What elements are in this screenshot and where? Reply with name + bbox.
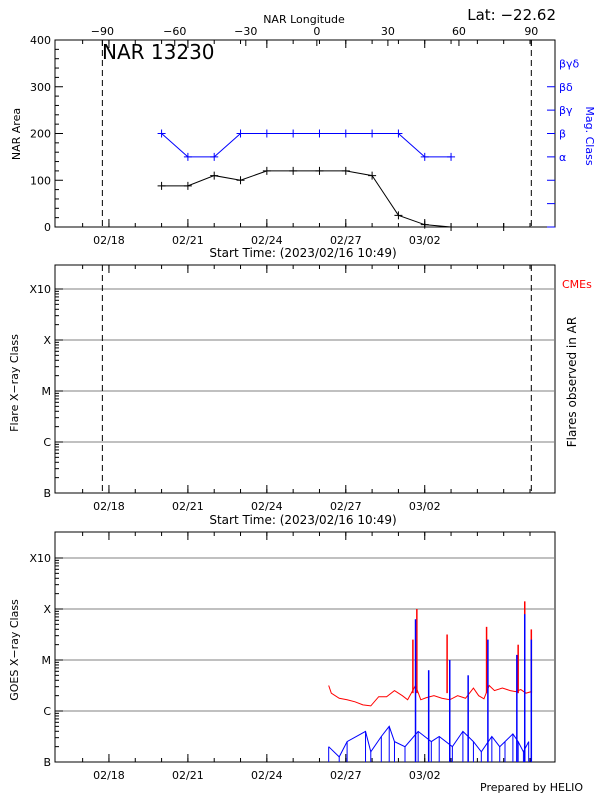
nar-area-data-point [210, 171, 219, 180]
mag-class-data-point [236, 129, 245, 138]
mag-class-data-point [210, 152, 219, 161]
cme-label: CMEs [562, 278, 592, 291]
mag-class-tick-label: β [559, 128, 566, 141]
mag-class-data-point [157, 129, 166, 138]
flare-class-y-tick-label: M [42, 385, 52, 398]
goes-class-y-tick-label: M [42, 654, 52, 667]
flares-observed-ylabel: Flares observed in AR [565, 317, 579, 447]
nar-area-y-tick-label: 300 [30, 81, 51, 94]
panel2-xlabel: Start Time: (2023/02/16 10:49) [209, 513, 396, 527]
nar-area-data-point [368, 171, 377, 180]
longitude-tick-label: −30 [234, 25, 257, 38]
nar-area-y-tick-label: 100 [30, 174, 51, 187]
longitude-tick-label: 0 [313, 25, 320, 38]
panel2-x-tick-label: 02/24 [251, 500, 283, 513]
mag-class-data-point [183, 152, 192, 161]
footer-credit: Prepared by HELIO [480, 781, 583, 794]
nar-area-series-line [161, 170, 452, 228]
nar-area-data-point [315, 166, 324, 175]
mag-class-tick-label: βδ [559, 81, 573, 94]
mag-class-data-point [420, 152, 429, 161]
nar-area-data-point [262, 166, 271, 175]
goes-class-y-tick-label: C [43, 705, 51, 718]
panel1-xlabel: Start Time: (2023/02/16 10:49) [209, 246, 396, 260]
mag-class-ylabel: Mag. Class [583, 106, 596, 165]
mag-class-data-point [315, 129, 324, 138]
panel2-x-tick-label: 02/18 [93, 500, 125, 513]
panel1-x-tick-label: 02/27 [330, 234, 362, 247]
longitude-tick-label: 60 [452, 25, 466, 38]
panel2-x-tick-label: 02/27 [330, 500, 362, 513]
nar-area-y-tick-label: 200 [30, 128, 51, 141]
nar-area-data-point [183, 181, 192, 190]
panel1-x-tick-label: 03/02 [409, 234, 441, 247]
mag-class-data-point [341, 129, 350, 138]
nar-area-data-point [394, 211, 403, 220]
panel-flare-class-frame [54, 264, 556, 494]
nar-area-data-point [420, 220, 429, 229]
panel-goes-xray-frame [54, 531, 556, 763]
flare-class-ylabel: Flare X−ray Class [8, 334, 21, 432]
mag-class-tick-label: α [559, 151, 566, 164]
nar-area-y-tick-label: 0 [44, 221, 51, 234]
panel1-x-tick-label: 02/18 [93, 234, 125, 247]
panel2-x-tick-label: 02/21 [172, 500, 204, 513]
nar-title: NAR 13230 [102, 40, 215, 64]
goes-class-ylabel: GOES X−ray Class [8, 599, 21, 701]
longitude-tick-label: 90 [524, 25, 538, 38]
nar-area-data-point [289, 166, 298, 175]
panel-flare-class: Start Time: (2023/02/16 10:49) Flare X−r… [8, 264, 592, 527]
panel3-x-tick-label: 02/21 [172, 769, 204, 782]
mag-class-data-point [262, 129, 271, 138]
goes-class-y-tick-label: B [43, 756, 51, 769]
mag-class-data-point [394, 129, 403, 138]
top-axis-label: NAR Longitude [263, 13, 345, 26]
nar-area-data-point [157, 181, 166, 190]
longitude-tick-label: −60 [163, 25, 186, 38]
nar-area-data-point [499, 223, 508, 231]
nar-area-data-point [236, 176, 245, 185]
flare-class-y-tick-label: C [43, 436, 51, 449]
longitude-tick-label: 30 [381, 25, 395, 38]
flare-class-y-tick-label: X10 [29, 283, 51, 296]
mag-class-data-point [447, 152, 456, 161]
mag-class-tick-label: βγδ [559, 57, 580, 70]
panel3-x-tick-label: 02/27 [330, 769, 362, 782]
longitude-tick-label: −90 [91, 25, 114, 38]
flare-class-y-tick-label: B [43, 487, 51, 500]
nar-area-ylabel: NAR Area [10, 108, 23, 160]
mag-class-data-point [289, 129, 298, 138]
panel1-x-tick-label: 02/21 [172, 234, 204, 247]
panel1-x-tick-label: 02/24 [251, 234, 283, 247]
nar-area-data-point [447, 223, 456, 231]
mag-class-data-point [368, 129, 377, 138]
panel-nar-area: NAR 13230 NAR Longitude Start Time: (202… [10, 13, 596, 260]
mag-class-series-line [161, 133, 452, 158]
goes-long-flux-line [328, 684, 532, 707]
nar-area-y-tick-label: 400 [30, 34, 51, 47]
goes-class-y-tick-label: X10 [29, 552, 51, 565]
mag-class-tick-label: βγ [559, 104, 573, 117]
panel3-x-tick-label: 02/24 [251, 769, 283, 782]
panel3-x-tick-label: 03/02 [409, 769, 441, 782]
panel-goes-xray: GOES X−ray Class B C M X X10 02/18 02/21 02/24 0… [8, 531, 556, 782]
panel3-x-tick-label: 02/18 [93, 769, 125, 782]
panel2-x-tick-label: 03/02 [409, 500, 441, 513]
latitude-readout: Lat: −22.62 [467, 6, 556, 24]
goes-class-y-tick-label: X [43, 603, 51, 616]
flare-class-y-tick-label: X [43, 334, 51, 347]
nar-area-data-point [341, 166, 350, 175]
